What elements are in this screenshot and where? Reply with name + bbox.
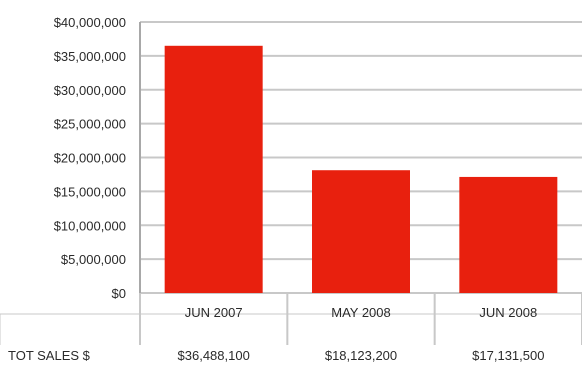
y-tick-label: $35,000,000: [54, 49, 126, 64]
y-tick-label: $40,000,000: [54, 15, 126, 30]
y-tick-label: $5,000,000: [61, 252, 126, 267]
table-cell-value: $36,488,100: [178, 348, 250, 363]
bar-jun-2007: [164, 45, 263, 293]
y-tick-label: $20,000,000: [54, 151, 126, 166]
table-cell-value: $18,123,200: [325, 348, 397, 363]
bar-may-2008: [312, 170, 410, 293]
y-tick-label: $10,000,000: [54, 218, 126, 233]
bar-jun-2008: [459, 176, 558, 293]
y-tick-label: $15,000,000: [54, 184, 126, 199]
y-tick-label: $25,000,000: [54, 117, 126, 132]
y-tick-label: $0: [112, 286, 126, 301]
table-row-label: TOT SALES $: [8, 348, 91, 363]
table-cell-value: $17,131,500: [472, 348, 544, 363]
x-tick-label: JUN 2008: [479, 305, 537, 320]
x-tick-label: MAY 2008: [331, 305, 391, 320]
y-tick-label: $30,000,000: [54, 83, 126, 98]
x-tick-label: JUN 2007: [185, 305, 243, 320]
